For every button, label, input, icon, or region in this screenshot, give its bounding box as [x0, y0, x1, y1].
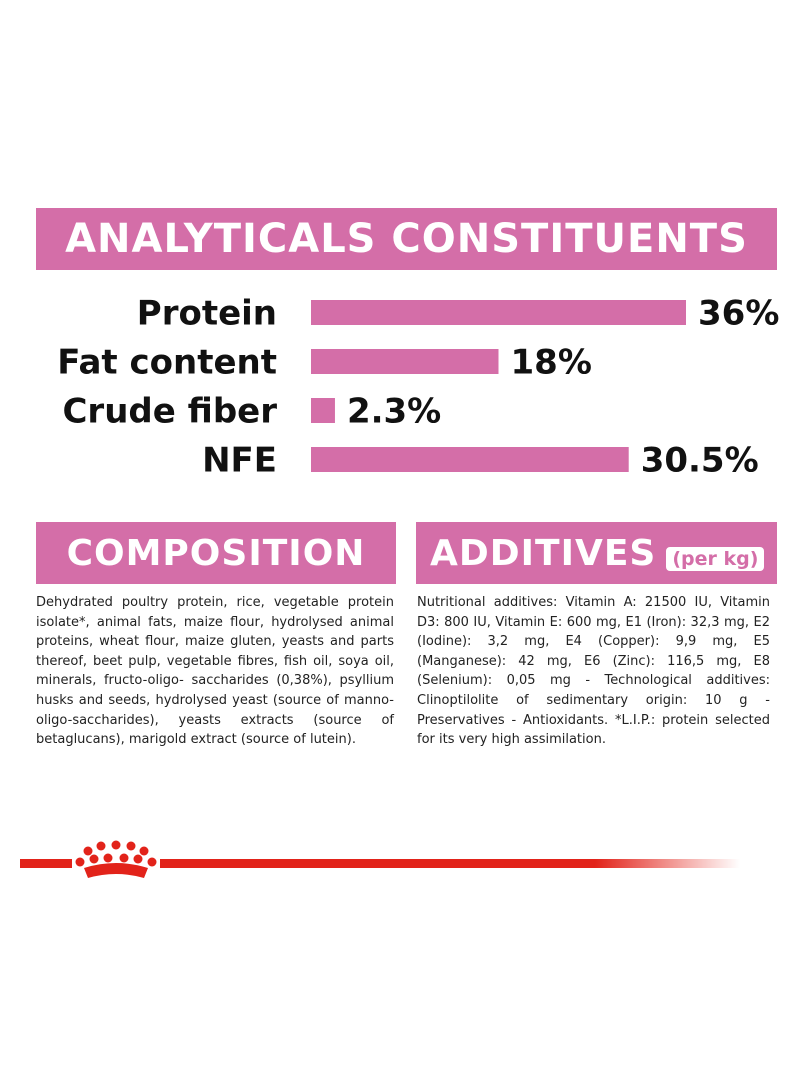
additives-header: ADDITIVES (per kg) — [416, 522, 777, 584]
category-label-fat-content: Fat content — [57, 343, 277, 383]
bar-protein — [311, 300, 686, 325]
brand-footer — [20, 840, 740, 878]
additives-subtitle: (per kg) — [666, 547, 765, 571]
value-label-fat-content: 18% — [511, 343, 592, 383]
constituents-bar-chart: Protein 36% Fat content 18% Crude fiber 2.3% N… — [57, 294, 779, 481]
category-label-nfe: NFE — [202, 441, 277, 481]
footer-line-left — [20, 859, 72, 868]
value-label-protein: 36% — [698, 294, 779, 334]
crown-icon — [75, 840, 157, 878]
value-label-nfe: 30.5% — [641, 441, 759, 481]
composition-text: Dehydrated poultry protein, rice, vegeta… — [36, 595, 394, 748]
analytics-title: ANALYTICALS CONSTITUENTS — [65, 216, 748, 262]
composition-title: COMPOSITION — [66, 532, 366, 574]
bar-crude-fiber — [311, 398, 335, 423]
footer-line-right — [160, 859, 740, 868]
additives-title: ADDITIVES — [430, 532, 657, 574]
value-label-crude-fiber: 2.3% — [347, 392, 441, 432]
bar-nfe — [311, 447, 629, 472]
bar-fat-content — [311, 349, 499, 374]
analytics-banner: ANALYTICALS CONSTITUENTS — [36, 208, 777, 270]
composition-header: COMPOSITION — [36, 522, 396, 584]
category-label-protein: Protein — [137, 294, 277, 334]
category-label-crude-fiber: Crude fiber — [62, 392, 277, 432]
additives-text: Nutritional additives: Vitamin A: 21500 … — [417, 595, 770, 748]
